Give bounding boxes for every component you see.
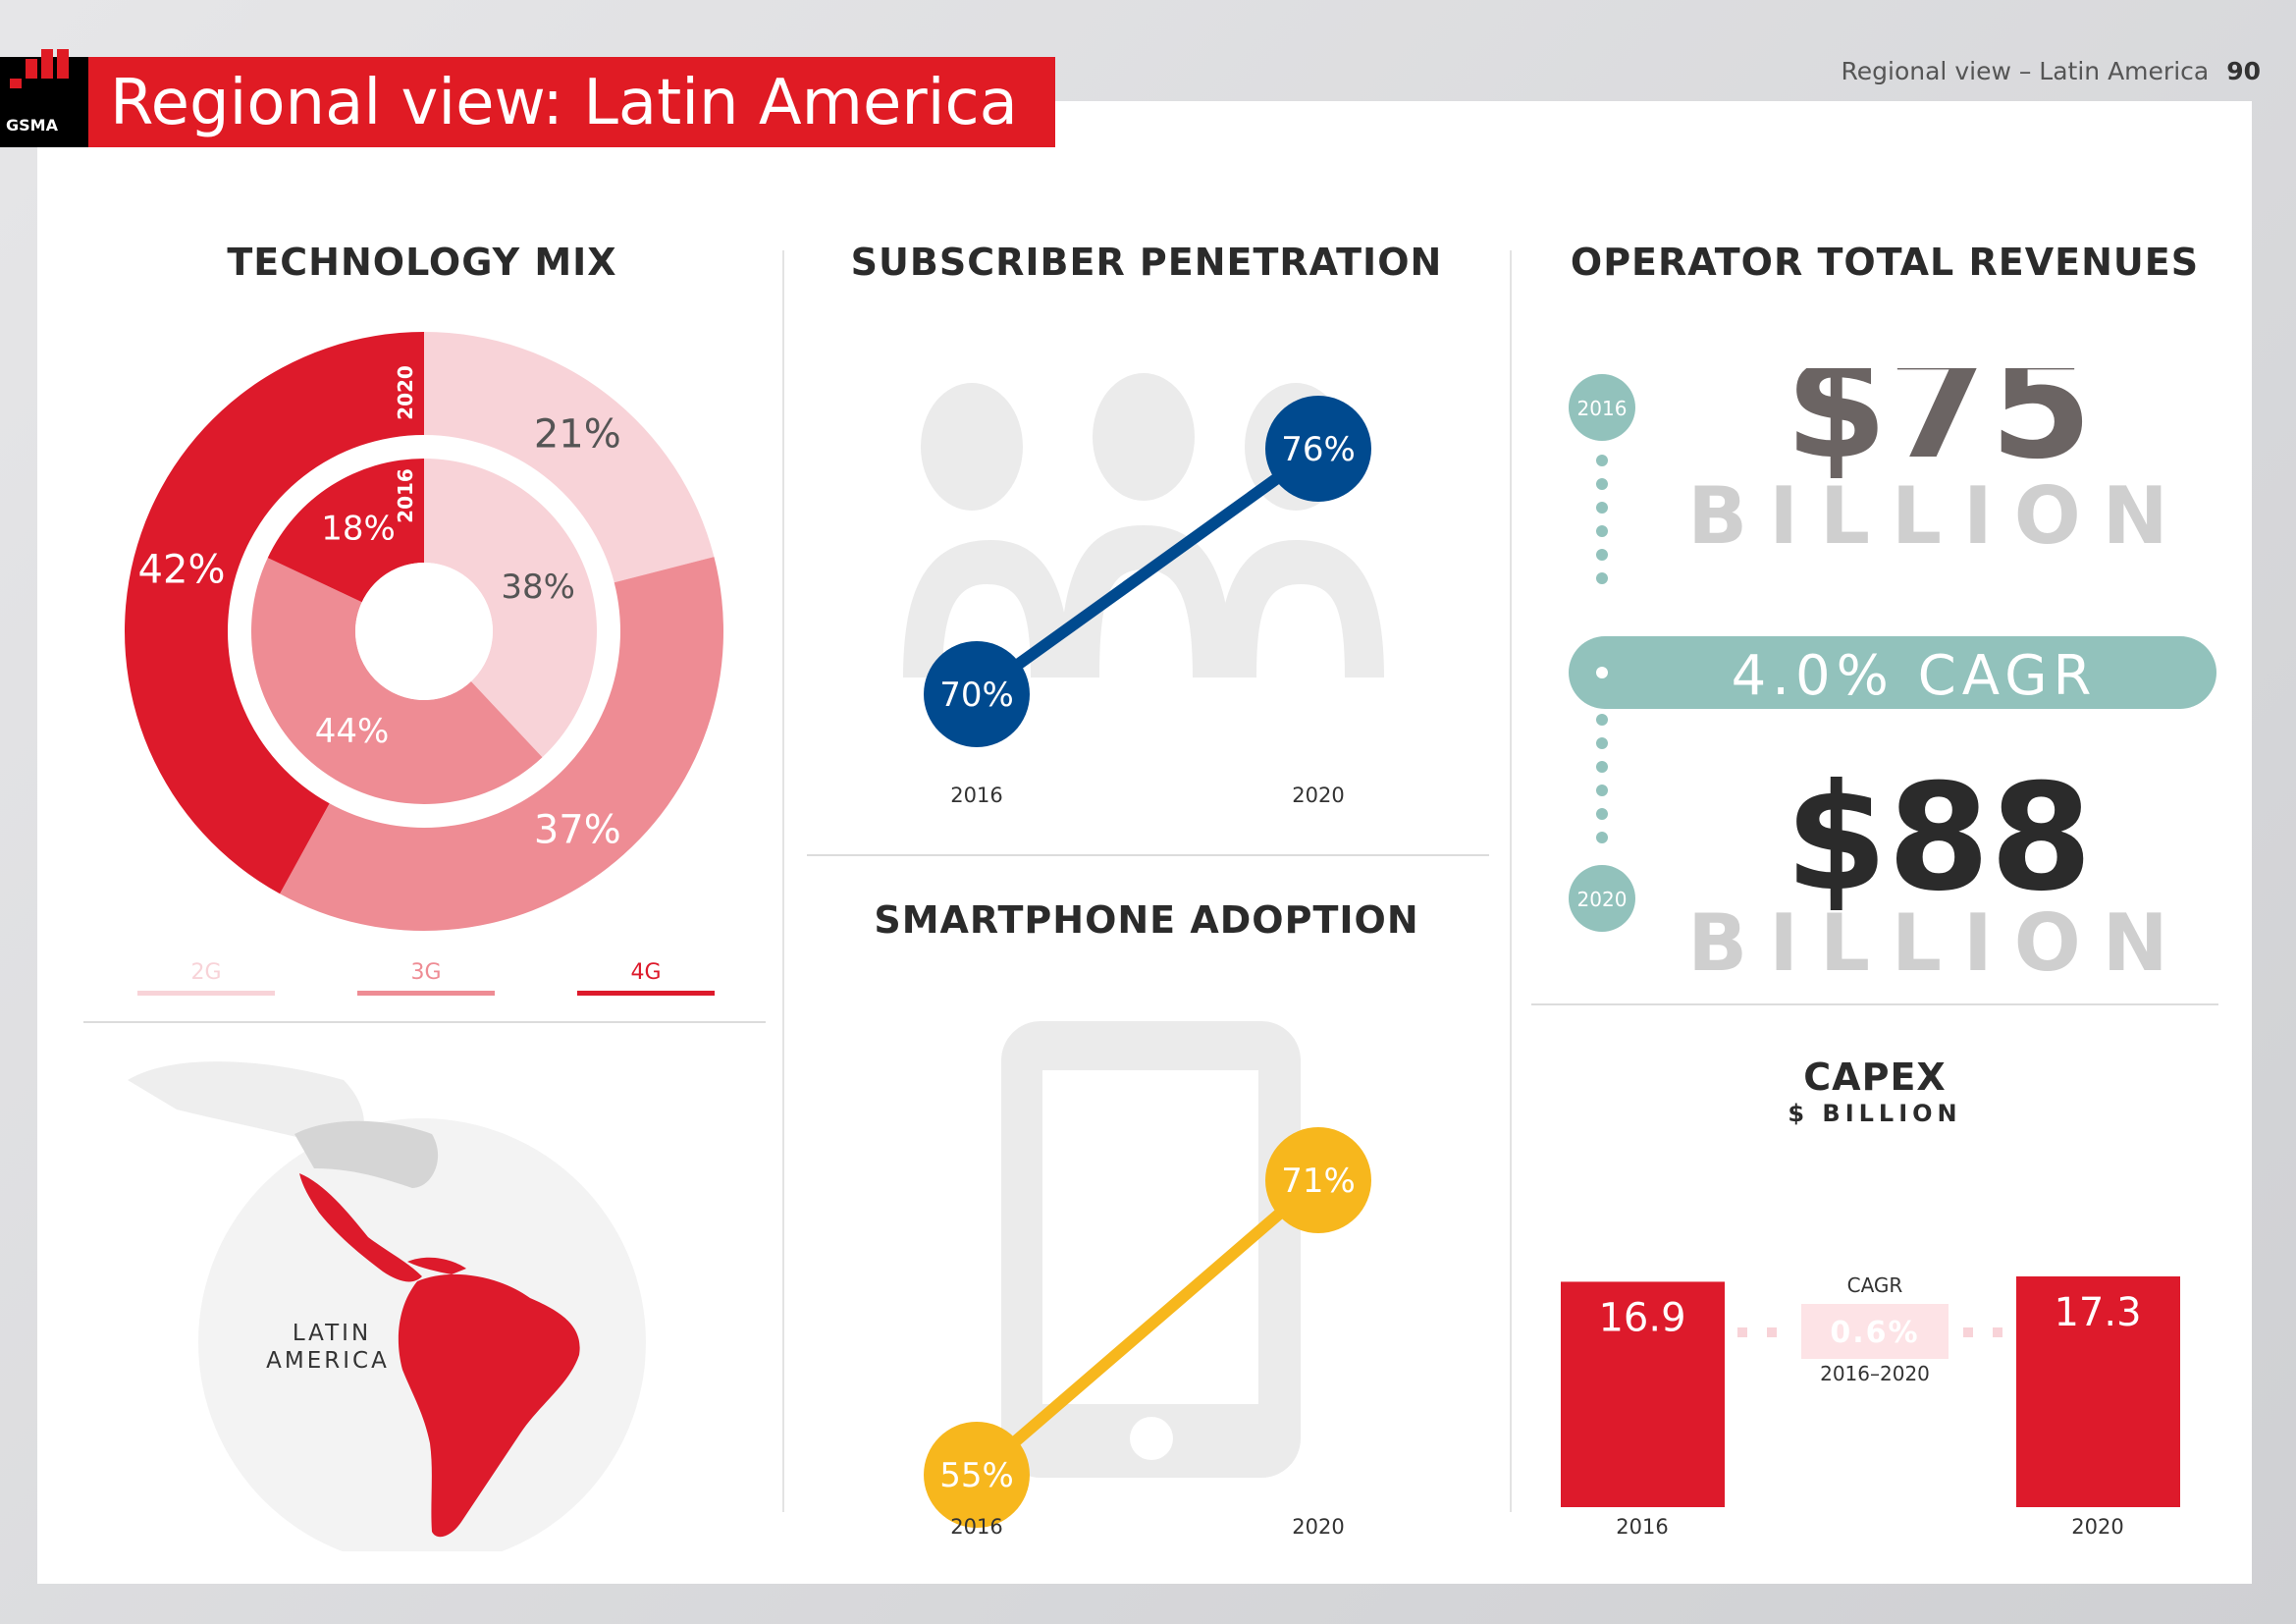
year-end: 2020 bbox=[1577, 888, 1628, 911]
revenue-end-value: $88 bbox=[1785, 753, 2092, 924]
subscriber-line bbox=[973, 444, 1322, 699]
map-label-line1: LATIN bbox=[293, 1321, 371, 1346]
capex-value-2016: 16.9 bbox=[1598, 1295, 1685, 1340]
map-label-line2: AMERICA bbox=[266, 1348, 390, 1374]
legend-4g: 4G bbox=[577, 960, 715, 996]
innerRing-label-2g: 38% bbox=[501, 568, 575, 607]
legend-2g-label: 2G bbox=[190, 960, 222, 985]
running-head: Regional view – Latin America 90 bbox=[1842, 57, 2261, 85]
capex-cagr-box bbox=[1801, 1304, 1949, 1359]
outerRing-segment-3g bbox=[280, 557, 723, 931]
outerRing-segment-4g bbox=[124, 332, 424, 894]
gsma-logo: GSMA bbox=[0, 49, 88, 147]
innerRing-segment-4g bbox=[267, 459, 424, 603]
subscriber-year-2016: 2016 bbox=[950, 784, 1002, 807]
central-america-shape bbox=[299, 1173, 422, 1282]
legend-4g-swatch bbox=[577, 991, 715, 996]
smartphone-label-2016: 55% bbox=[939, 1456, 1014, 1495]
caribbean-shape bbox=[407, 1257, 466, 1274]
capex-title: CAPEX bbox=[1803, 1056, 1947, 1099]
capex-year-2016: 2016 bbox=[1616, 1515, 1668, 1539]
smartphone-label-2020: 71% bbox=[1281, 1162, 1356, 1201]
timeline-dots bbox=[1596, 455, 1608, 843]
innerRing-label-3g: 44% bbox=[315, 712, 390, 751]
capex-value-2020: 17.3 bbox=[2054, 1290, 2141, 1335]
revenue-cagr: 4.0% CAGR bbox=[1732, 644, 2098, 708]
latin-america-map: LATIN AMERICA bbox=[128, 1061, 646, 1551]
smartphone-adoption-chart: 55% 71% 2016 2020 bbox=[924, 1127, 1371, 1539]
legend-4g-label: 4G bbox=[630, 960, 662, 985]
capex-cagr-value: 0.6% bbox=[1830, 1316, 1919, 1350]
south-america-shape bbox=[398, 1273, 580, 1538]
subscriber-label-2016: 70% bbox=[939, 676, 1014, 715]
smartphone-point-2016 bbox=[924, 1422, 1030, 1528]
outer-ring-year: 2020 bbox=[394, 365, 417, 420]
legend-2g: 2G bbox=[137, 960, 275, 996]
title-bar: Regional view: Latin America bbox=[88, 57, 1055, 147]
legend-3g-swatch bbox=[357, 991, 495, 996]
smartphone-year-2016: 2016 bbox=[950, 1515, 1002, 1539]
subscriber-year-2020: 2020 bbox=[1292, 784, 1344, 807]
logo-text: GSMA bbox=[6, 116, 58, 135]
divider-right bbox=[1510, 250, 1512, 1512]
revenue-end-unit: BILLION bbox=[1687, 897, 2189, 989]
revenue-start-value: $75 bbox=[1785, 368, 2092, 492]
outerRing-label-2g: 21% bbox=[534, 412, 621, 458]
donut-hole bbox=[355, 563, 493, 700]
divider-left bbox=[782, 250, 784, 1512]
smartphone-adoption-title: SMARTPHONE ADOPTION bbox=[874, 898, 1419, 942]
operator-revenues-title: OPERATOR TOTAL REVENUES bbox=[1570, 241, 2200, 284]
innerRing-segment-3g bbox=[250, 558, 543, 805]
smartphone-year-2020: 2020 bbox=[1292, 1515, 1344, 1539]
running-head-text: Regional view – Latin America bbox=[1841, 57, 2210, 85]
capex-subtitle: $ BILLION bbox=[1788, 1100, 1962, 1127]
legend-2g-swatch bbox=[137, 991, 275, 996]
inner-ring-year: 2016 bbox=[394, 468, 417, 523]
technology-mix-donut: 2020 2016 21% 37% 42% 38% 44% 18% bbox=[124, 332, 723, 931]
capex-cagr-label: CAGR bbox=[1847, 1273, 1903, 1297]
right-divider bbox=[1531, 1003, 2218, 1005]
smartphone-line bbox=[973, 1175, 1322, 1480]
capex-bar-2020 bbox=[2016, 1276, 2180, 1507]
subscriber-point-2020 bbox=[1265, 396, 1371, 502]
year-end-badge bbox=[1569, 865, 1635, 932]
middle-divider bbox=[807, 854, 1489, 856]
cagr-pill bbox=[1569, 636, 2216, 709]
technology-mix-title: TECHNOLOGY MIX bbox=[227, 241, 617, 284]
capex-cagr-period: 2016–2020 bbox=[1820, 1362, 1930, 1385]
revenue-start-unit: BILLION bbox=[1687, 470, 2189, 562]
smartphone-point-2020 bbox=[1265, 1127, 1371, 1233]
capex-year-2020: 2020 bbox=[2071, 1515, 2123, 1539]
subscriber-label-2020: 76% bbox=[1281, 430, 1356, 469]
subscriber-point-2016 bbox=[924, 641, 1030, 747]
innerRing-label-4g: 18% bbox=[321, 509, 396, 548]
north-america-silhouette bbox=[128, 1061, 364, 1149]
subscriber-penetration-title: SUBSCRIBER PENETRATION bbox=[850, 241, 1443, 284]
legend-3g: 3G bbox=[357, 960, 495, 996]
capex-connector-dots bbox=[1737, 1327, 2002, 1337]
year-start: 2016 bbox=[1577, 397, 1628, 420]
innerRing-segment-2g bbox=[424, 459, 598, 758]
technology-legend: 2G 3G 4G bbox=[137, 960, 717, 1009]
page-number: 90 bbox=[2226, 57, 2261, 85]
year-start-badge bbox=[1569, 374, 1635, 441]
tech-divider bbox=[83, 1021, 766, 1023]
capex-bar-2016 bbox=[1561, 1281, 1725, 1507]
outerRing-label-4g: 42% bbox=[138, 548, 226, 593]
outerRing-label-3g: 37% bbox=[534, 807, 621, 852]
legend-3g-label: 3G bbox=[410, 960, 442, 985]
usa-silhouette bbox=[294, 1120, 439, 1188]
operator-revenues-graphic: 2016 2020 $75 BILLION 4.0% CAGR $88 BILL… bbox=[1569, 368, 2216, 989]
page-title: Regional view: Latin America bbox=[110, 67, 1018, 139]
subscriber-penetration-chart: 70% 76% 2016 2020 bbox=[924, 396, 1371, 807]
smartphone-icon bbox=[1001, 1021, 1301, 1478]
outerRing-segment-2g bbox=[424, 332, 715, 583]
cagr-pill-dot bbox=[1596, 667, 1608, 678]
capex-chart: 16.9 17.3 2016 2020 CAGR 0.6% 2016–2020 bbox=[1561, 1273, 2180, 1539]
